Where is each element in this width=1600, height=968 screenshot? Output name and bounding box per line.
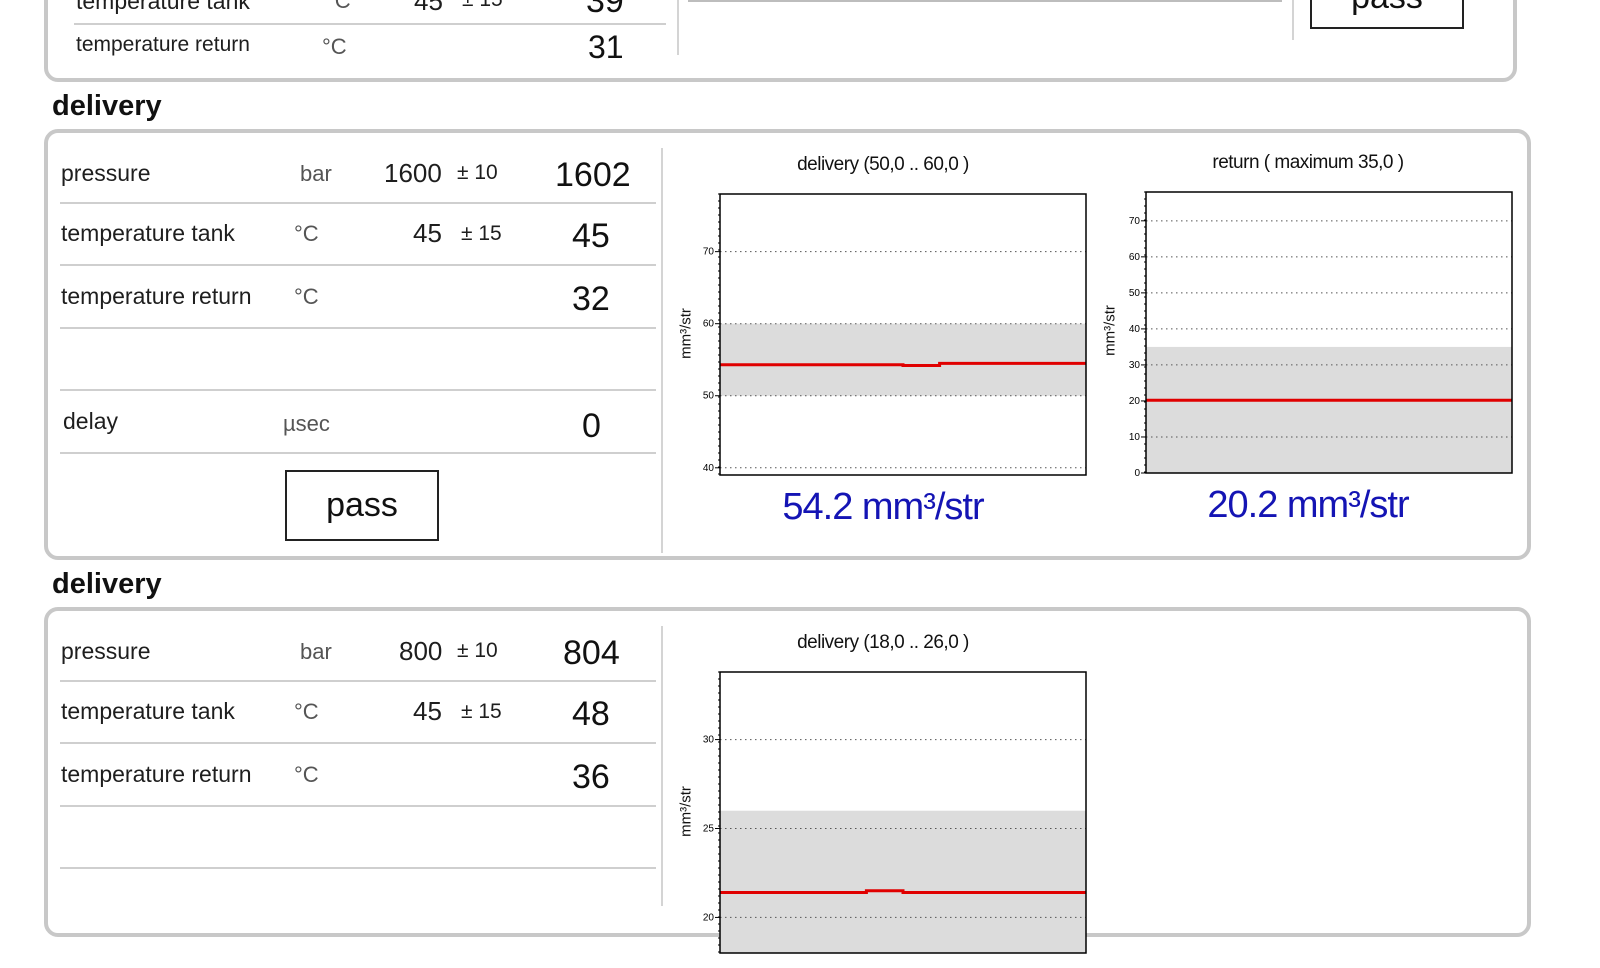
s1-row-divider-4 xyxy=(60,389,656,391)
s2-row-divider-3 xyxy=(60,805,656,807)
chart2-plot: 0 10 20 30 40 50 60 70 xyxy=(1129,191,1513,479)
s1-pressure-label: pressure xyxy=(61,160,151,186)
s1-row-divider-3 xyxy=(60,327,656,329)
chart2-title: return ( maximum 35,0 ) xyxy=(1212,152,1404,173)
s1-temp-tank-unit: °C xyxy=(294,221,319,246)
s1-pressure-measured: 1602 xyxy=(555,156,631,194)
top-column-divider-right xyxy=(1292,0,1294,40)
s2-temp-return-label: temperature return xyxy=(61,761,252,787)
s1-temp-tank-measured: 45 xyxy=(572,217,610,255)
chart1-frame xyxy=(719,193,1087,476)
top-row-divider xyxy=(74,23,666,25)
chart2-value-readout: 20.2 mm³/str xyxy=(1207,484,1409,526)
s1-temp-return-unit: °C xyxy=(294,284,319,309)
s2-pressure-unit: bar xyxy=(300,639,332,664)
chart3-tolerance-band xyxy=(720,810,1086,953)
s2-pressure-nominal: 800 xyxy=(399,636,443,666)
section-title-delivery-1: delivery xyxy=(52,90,162,122)
chart3-title: delivery (18,0 .. 26,0 ) xyxy=(797,632,969,653)
top-column-divider xyxy=(677,0,679,55)
s2-temp-return-unit: °C xyxy=(294,762,319,787)
top-row-temp-tank-tolerance: ± 15 xyxy=(462,0,503,12)
chart1-plot: 40 50 60 70 xyxy=(703,193,1087,476)
top-row-temp-tank-nominal: 45 xyxy=(414,0,443,16)
top-row-temp-return-measured: 31 xyxy=(588,29,624,65)
chart1-title: delivery (50,0 .. 60,0 ) xyxy=(797,154,969,175)
s2-row-divider-1 xyxy=(60,680,656,682)
chart2-tick-label-7: 70 xyxy=(1129,216,1141,227)
top-row-temp-return-label: temperature return xyxy=(76,33,250,56)
s1-temp-tank-tolerance: ± 15 xyxy=(461,222,502,245)
s1-row-divider-2 xyxy=(60,264,656,266)
chart3-tick-label-1: 25 xyxy=(703,824,715,835)
chart1-tick-label-1: 50 xyxy=(703,391,715,402)
chart2-tick-label-6: 60 xyxy=(1129,252,1141,263)
top-row-temp-tank-unit: °C xyxy=(326,0,351,13)
chart3-tick-label-0: 20 xyxy=(703,912,715,923)
s2-column-divider xyxy=(661,626,663,906)
s1-delay-unit: µsec xyxy=(283,411,330,436)
s2-temp-tank-nominal: 45 xyxy=(413,696,442,726)
chart2-tick-label-5: 50 xyxy=(1129,288,1141,299)
chart3-series-line xyxy=(720,889,1086,895)
chart1-tick-label-3: 70 xyxy=(703,247,715,258)
chart2-tick-label-0: 0 xyxy=(1134,468,1140,479)
chart1-tick-label-0: 40 xyxy=(703,463,715,474)
chart1-tick-label-2: 60 xyxy=(703,319,715,330)
s1-delay-label: delay xyxy=(63,408,118,434)
s1-row-divider-5 xyxy=(60,452,656,454)
s1-temp-tank-label: temperature tank xyxy=(61,220,235,246)
s1-pressure-tolerance: ± 10 xyxy=(457,161,498,184)
s1-temp-return-label: temperature return xyxy=(61,283,252,309)
s2-pressure-label: pressure xyxy=(61,638,151,664)
s1-row-divider-1 xyxy=(60,202,656,204)
chart3-tick-label-2: 30 xyxy=(703,735,715,746)
chart2-tick-label-2: 20 xyxy=(1129,396,1141,407)
s2-row-divider-4 xyxy=(60,867,656,869)
top-row-temp-tank-label: temperature tank xyxy=(76,0,250,14)
s1-pressure-nominal: 1600 xyxy=(384,158,442,188)
s2-pressure-tolerance: ± 10 xyxy=(457,639,498,662)
s2-pressure-measured: 804 xyxy=(563,634,620,672)
top-pass-button[interactable]: pass xyxy=(1310,0,1464,29)
chart1-value-readout: 54.2 mm³/str xyxy=(782,486,984,528)
s2-row-divider-2 xyxy=(60,742,656,744)
s1-delay-measured: 0 xyxy=(582,407,601,445)
top-test-panel xyxy=(44,0,1517,82)
s1-temp-return-measured: 32 xyxy=(572,280,610,318)
top-row-temp-return-unit: °C xyxy=(322,34,347,59)
s2-temp-tank-label: temperature tank xyxy=(61,698,235,724)
chart1-series-line xyxy=(720,361,1086,367)
s1-pressure-unit: bar xyxy=(300,161,332,186)
top-row-temp-tank-measured: 39 xyxy=(586,0,624,20)
s2-temp-return-measured: 36 xyxy=(572,758,610,796)
s1-column-divider xyxy=(661,148,663,553)
s2-temp-tank-tolerance: ± 15 xyxy=(461,700,502,723)
chart2-tick-label-4: 40 xyxy=(1129,324,1141,335)
s2-temp-tank-measured: 48 xyxy=(572,695,610,733)
section-title-delivery-2: delivery xyxy=(52,568,162,600)
s1-temp-tank-nominal: 45 xyxy=(413,218,442,248)
chart3-plot: 20 25 30 xyxy=(703,671,1087,954)
s1-pass-button[interactable]: pass xyxy=(285,470,439,541)
top-chart-axis-fragment xyxy=(688,0,1282,2)
chart2-frame xyxy=(1145,191,1513,474)
chart2-tick-label-1: 10 xyxy=(1129,432,1141,443)
chart2-tolerance-band xyxy=(1146,346,1512,473)
chart2-tick-label-3: 30 xyxy=(1129,360,1141,371)
s2-temp-tank-unit: °C xyxy=(294,699,319,724)
chart1-tolerance-band xyxy=(720,323,1086,396)
